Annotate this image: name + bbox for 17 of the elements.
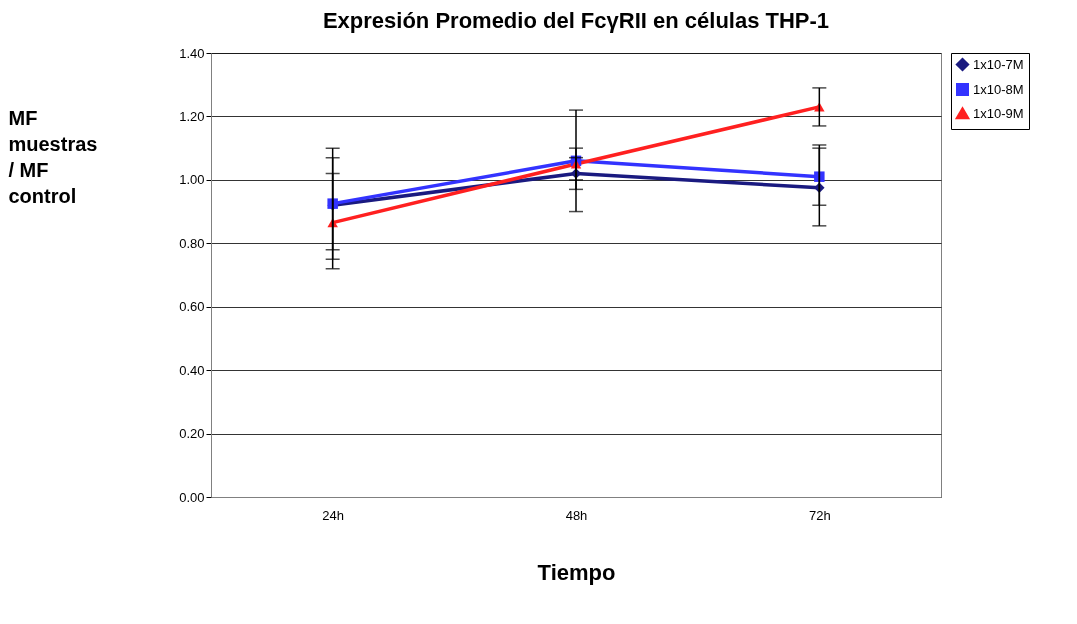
- legend-label: 1x10-7M: [973, 56, 1024, 72]
- x-tick-label: 72h: [808, 507, 831, 523]
- y-tick-label: 0.00: [179, 489, 205, 505]
- y-tick-label: 1.20: [179, 108, 205, 124]
- y-tick-label: 1.00: [179, 172, 205, 188]
- y-axis-title: MF muestras / MF control: [8, 106, 98, 207]
- x-tick-label: 48h: [565, 507, 588, 523]
- legend-label: 1x10-9M: [973, 105, 1024, 121]
- y-tick-label: 0.60: [179, 299, 205, 315]
- y-tick-label: 1.40: [179, 45, 205, 61]
- y-tick-label: 0.40: [179, 362, 205, 378]
- y-tick-label: 0.80: [179, 235, 205, 251]
- x-tick-label: 24h: [322, 507, 345, 523]
- x-axis-title: Tiempo: [537, 559, 616, 585]
- y-tick-label: 0.20: [179, 426, 205, 442]
- legend-label: 1x10-8M: [973, 81, 1024, 97]
- chart-title: Expresión Promedio del FcγRII en células THP-1: [322, 8, 830, 33]
